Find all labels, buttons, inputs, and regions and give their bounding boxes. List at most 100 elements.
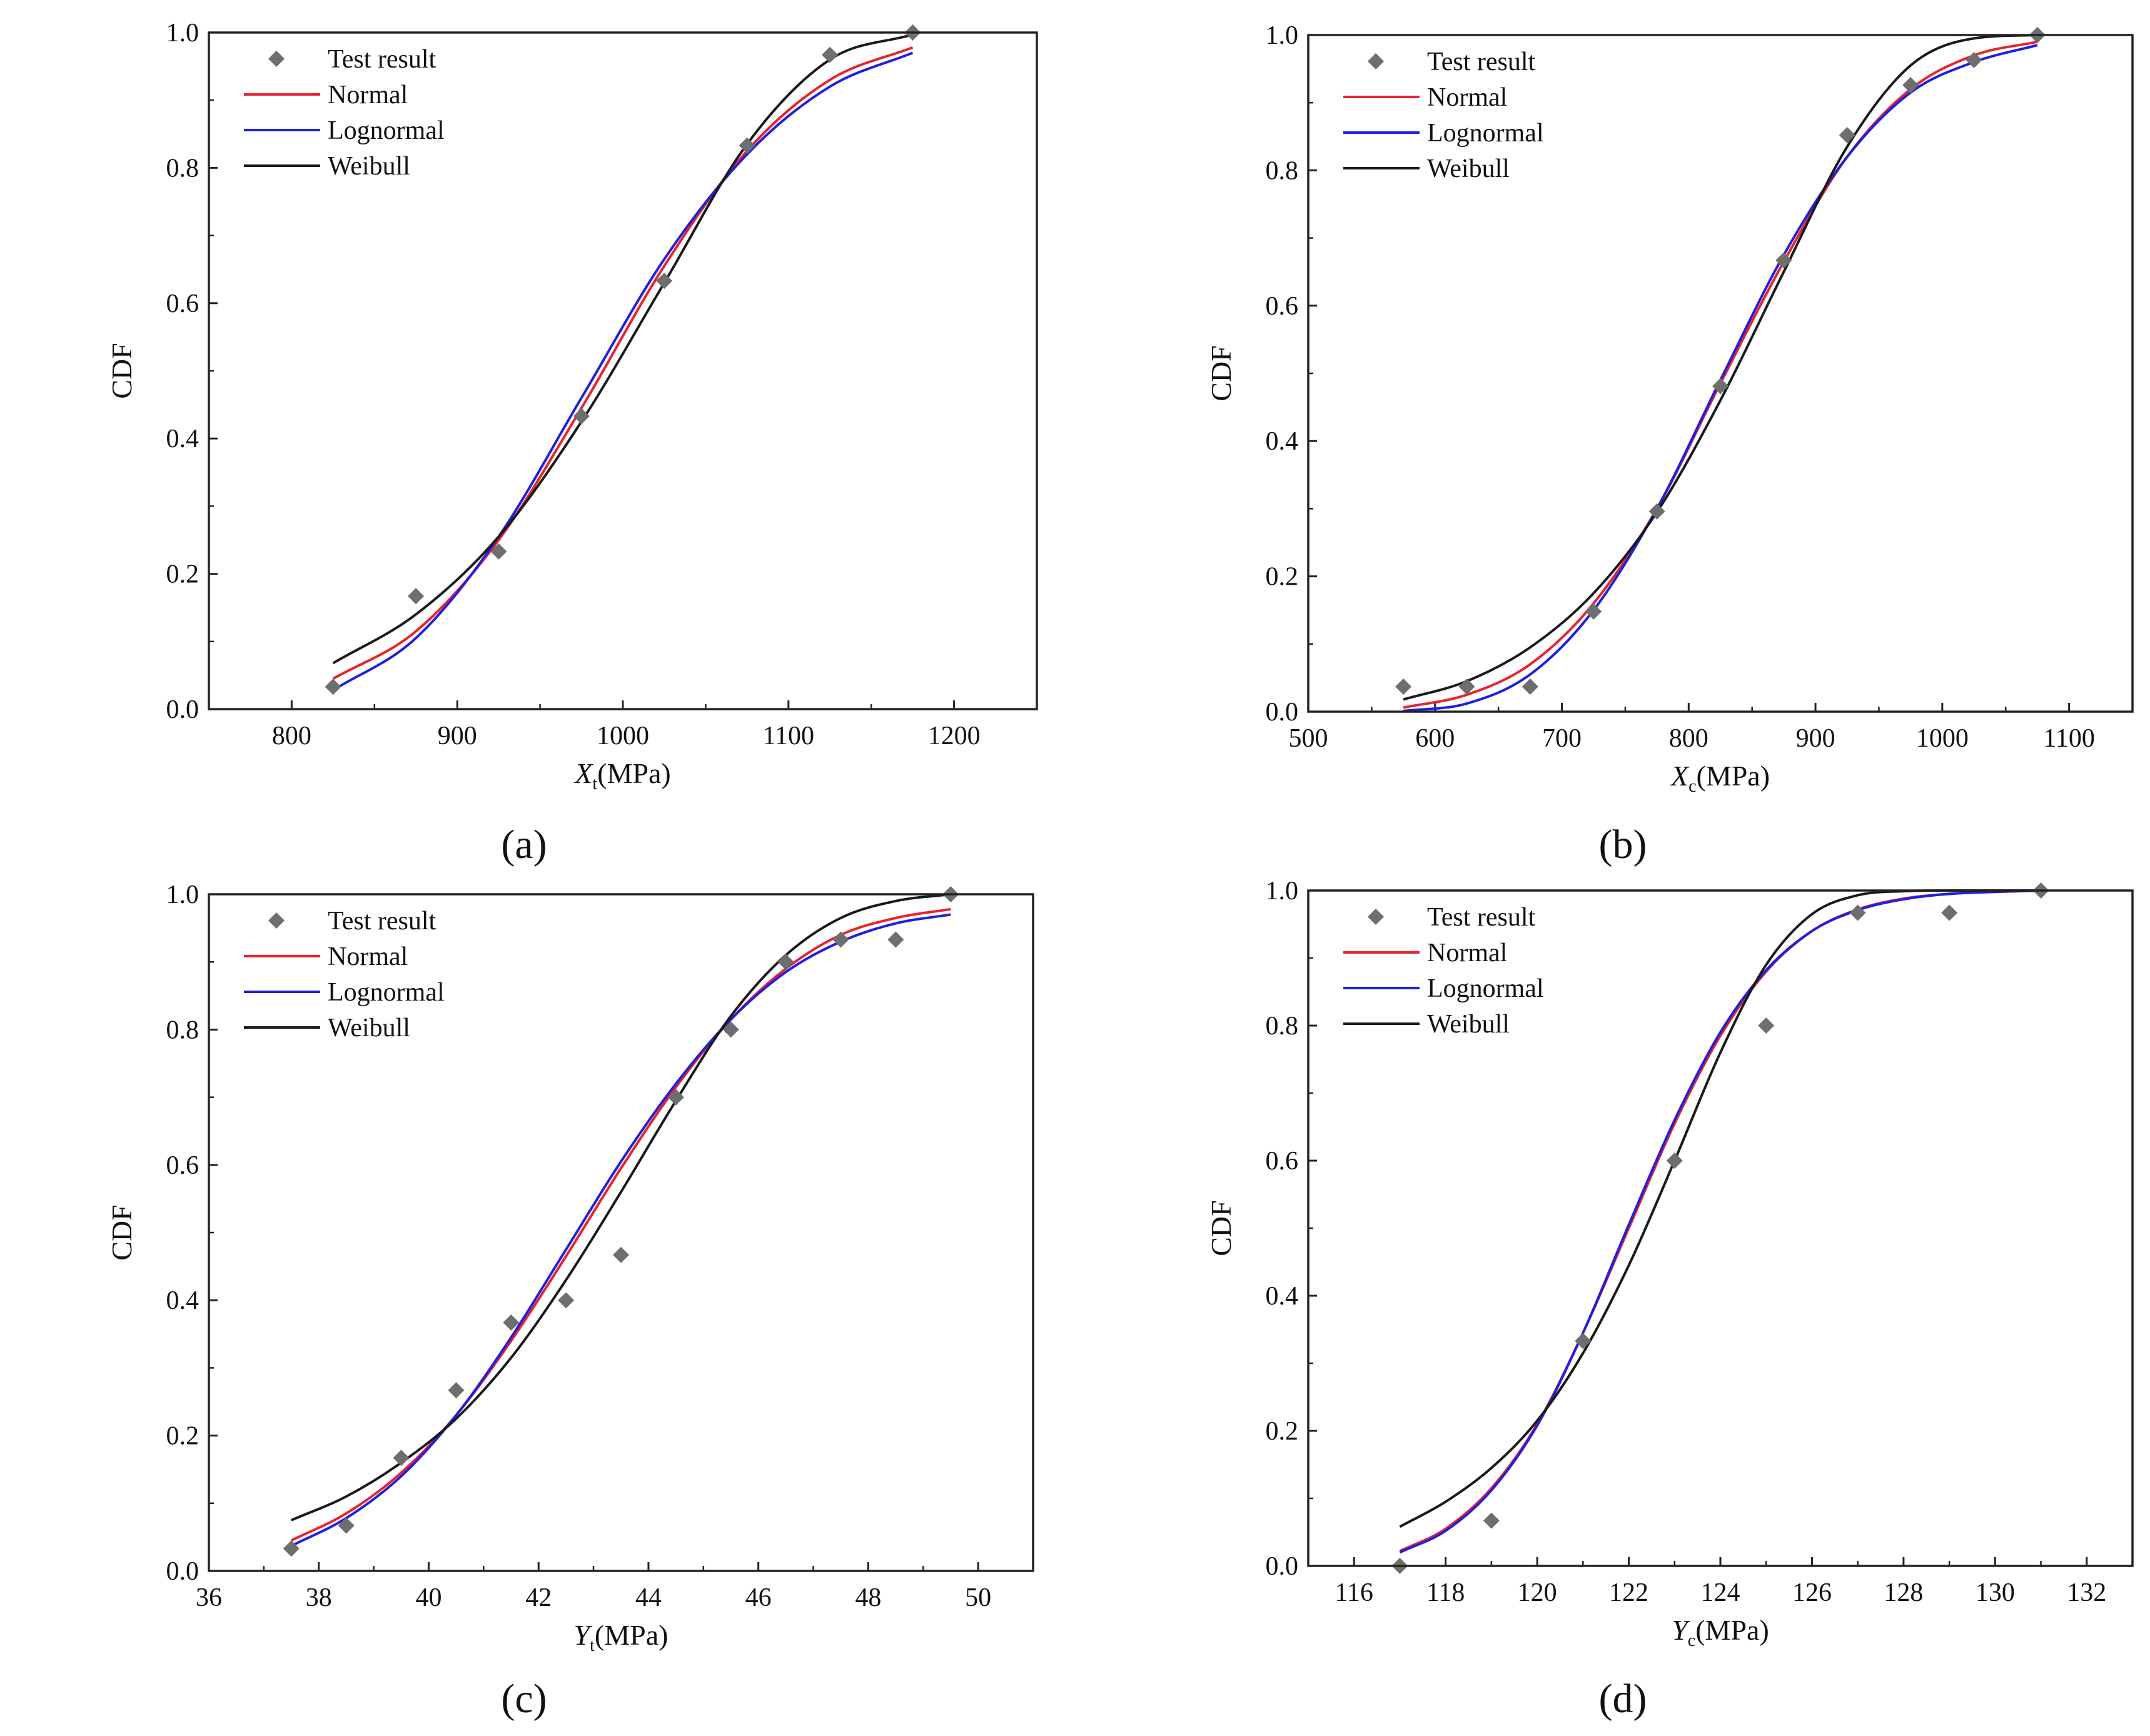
panel-label-b: (b) xyxy=(1599,822,1647,867)
legend-test-result-marker xyxy=(1368,909,1384,925)
y-tick-label: 0.0 xyxy=(166,1557,199,1586)
series-lognormal-line xyxy=(290,913,951,1547)
x-tick-label: 800 xyxy=(1669,724,1708,753)
x-axis-label: Yt(MPa) xyxy=(574,1619,669,1655)
y-tick-label: 0.6 xyxy=(166,290,199,318)
x-tick-label: 44 xyxy=(635,1583,662,1612)
x-axis-label-subscript: c xyxy=(1688,1631,1695,1650)
test-result-marker xyxy=(1666,1153,1683,1169)
x-tick-label: 1100 xyxy=(763,722,814,750)
x-tick-label: 118 xyxy=(1426,1578,1465,1607)
panel-d: (d) 0.0 0.2 0.4 0.6 0.8 1.0 116 118 120 122 124 126… xyxy=(1205,877,2134,1722)
x-axis-label-unit: (MPa) xyxy=(1697,760,1770,792)
x-axis-label-subscript: t xyxy=(592,774,597,794)
panel-b: (b) 0.0 0.2 0.4 0.6 0.8 1.0 500 600 700 800 900 100… xyxy=(1205,21,2134,867)
test-result-marker xyxy=(613,1246,629,1263)
x-tick-label: 600 xyxy=(1415,724,1455,753)
y-tick-label: 0.4 xyxy=(1266,1282,1299,1311)
x-axis-label-unit: (MPa) xyxy=(597,757,671,789)
test-result-marker xyxy=(1758,1017,1775,1034)
x-tick-label: 50 xyxy=(965,1583,991,1612)
test-result-marker xyxy=(283,1540,300,1557)
x-tick-label: 800 xyxy=(272,722,311,750)
test-result-marker xyxy=(408,588,424,605)
panel-label-d: (d) xyxy=(1599,1676,1647,1722)
test-result-marker xyxy=(558,1292,575,1309)
legend: Test result Normal Lognormal Weibull xyxy=(1343,903,1544,1039)
series-weibull-line xyxy=(1403,34,2037,701)
panel-c: (c) 0.0 0.2 0.4 0.6 0.8 1.0 36 38 40 42 44 46 48 50 CD… xyxy=(106,881,1034,1722)
legend: Test result Normal Lognormal Weibull xyxy=(1343,48,1544,183)
legend-test-result-marker xyxy=(1368,53,1384,69)
test-result-marker xyxy=(656,273,673,290)
test-result-marker xyxy=(1585,603,1602,620)
test-result-marker xyxy=(1522,678,1538,695)
legend-weibull-label: Weibull xyxy=(328,152,410,181)
series-normal-line xyxy=(290,907,951,1542)
test-result-marker xyxy=(1849,904,1866,921)
y-tick-label: 0.2 xyxy=(1266,563,1299,592)
x-tick-label: 36 xyxy=(196,1583,222,1612)
test-result-marker xyxy=(490,543,507,560)
y-tick-label: 1.0 xyxy=(1266,877,1299,906)
legend-weibull-label: Weibull xyxy=(1427,1010,1510,1039)
x-tick-label: 126 xyxy=(1792,1578,1832,1607)
curves xyxy=(332,33,914,692)
series-lognormal-line xyxy=(1399,889,2041,1554)
x-axis-label: Xt(MPa) xyxy=(573,757,670,794)
y-axis-label: CDF xyxy=(1205,345,1237,401)
test-result-marker xyxy=(1458,678,1475,695)
x-axis-label-unit: (MPa) xyxy=(1695,1614,1769,1646)
test-result-marker xyxy=(1575,1333,1592,1350)
y-tick-label: 0.6 xyxy=(166,1151,199,1180)
legend-normal-label: Normal xyxy=(328,942,408,971)
x-tick-label: 120 xyxy=(1518,1578,1557,1607)
plot-frame xyxy=(208,31,1038,710)
y-tick-label: 0.2 xyxy=(1266,1417,1299,1446)
legend-weibull-label: Weibull xyxy=(328,1014,410,1042)
test-result-marker xyxy=(325,679,341,695)
x-tick-label: 1000 xyxy=(597,722,649,750)
y-tick-label: 0.0 xyxy=(1266,1552,1299,1581)
x-tick-label: 132 xyxy=(2067,1578,2106,1607)
y-tick-label: 0.2 xyxy=(166,1422,199,1451)
x-tick-label: 40 xyxy=(415,1583,442,1612)
y-tick-label: 0.6 xyxy=(1266,1147,1299,1176)
test-result-marker xyxy=(1902,77,1919,94)
y-tick-label: 0.8 xyxy=(166,1016,199,1044)
y-tick-label: 0.4 xyxy=(166,425,199,453)
legend-lognormal-label: Lognormal xyxy=(1427,974,1544,1003)
y-tick-label: 0.8 xyxy=(166,154,199,183)
x-tick-label: 130 xyxy=(1976,1578,2015,1607)
legend-weibull-label: Weibull xyxy=(1427,154,1510,183)
x-axis-label-unit: (MPa) xyxy=(595,1619,669,1651)
y-tick-label: 1.0 xyxy=(166,881,199,909)
legend-normal-label: Normal xyxy=(1427,939,1507,967)
test-result-marker xyxy=(1483,1512,1500,1529)
legend-lognormal-label: Lognormal xyxy=(328,116,445,145)
test-result-marker xyxy=(338,1517,355,1534)
plot-frame xyxy=(1307,34,2134,713)
test-result-marker xyxy=(887,931,904,948)
x-tick-label: 1200 xyxy=(928,722,981,750)
y-tick-label: 0.4 xyxy=(166,1286,199,1315)
test-result-marker xyxy=(1395,678,1412,695)
x-axis-label-subscript: t xyxy=(590,1636,595,1655)
y-tick-label: 1.0 xyxy=(166,19,199,48)
x-tick-label: 500 xyxy=(1289,724,1328,753)
x-tick-label: 900 xyxy=(1796,724,1835,753)
y-tick-label: 0.0 xyxy=(166,695,199,724)
x-axis-label: Yc(MPa) xyxy=(1672,1614,1769,1650)
test-result-marker xyxy=(503,1314,520,1331)
y-axis-label: CDF xyxy=(106,1204,138,1260)
test-result-marker xyxy=(667,1089,684,1106)
y-tick-label: 0.0 xyxy=(1266,698,1299,727)
series-weibull-line xyxy=(332,33,913,665)
legend-test-result-label: Test result xyxy=(328,45,437,74)
y-tick-label: 0.6 xyxy=(1266,292,1299,321)
legend-normal-label: Normal xyxy=(1427,83,1507,112)
x-tick-label: 38 xyxy=(306,1583,332,1612)
test-result-marker xyxy=(739,137,755,154)
test-result-marker xyxy=(393,1450,410,1466)
